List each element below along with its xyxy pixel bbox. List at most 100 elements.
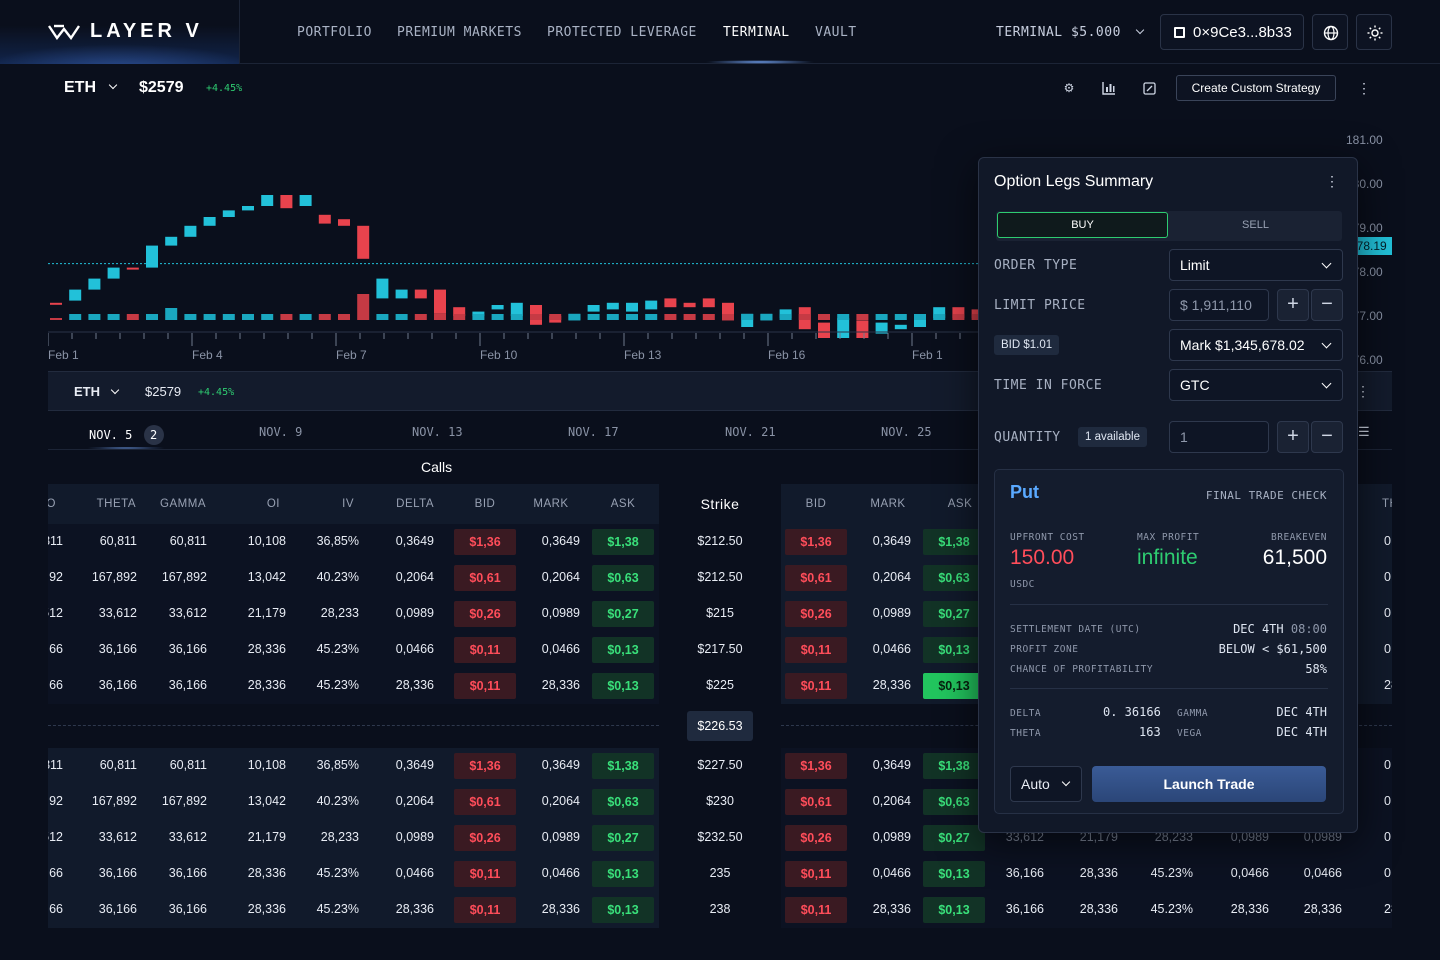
limit-price-decrement[interactable]: − bbox=[1311, 289, 1343, 321]
nav-vault[interactable]: VAULT bbox=[815, 25, 857, 40]
candle bbox=[875, 322, 888, 334]
limit-price-input[interactable]: $ 1,911,110 bbox=[1169, 289, 1269, 321]
put-ask-button[interactable]: $0,27 bbox=[923, 601, 985, 627]
time-in-force-select[interactable]: GTC bbox=[1169, 369, 1343, 401]
nav-protected-leverage[interactable]: PROTECTED LEVERAGE bbox=[547, 25, 697, 40]
order-type-select[interactable]: Limit bbox=[1169, 249, 1343, 281]
call-bid-button[interactable]: $1,36 bbox=[454, 529, 516, 555]
volume-bar bbox=[530, 314, 542, 320]
candle bbox=[126, 267, 139, 270]
options-more-icon[interactable]: ⋮ bbox=[1356, 383, 1370, 399]
call-bid-button[interactable]: $0,61 bbox=[454, 565, 516, 591]
call-bid-button[interactable]: $0,11 bbox=[454, 861, 516, 887]
call-ask-button[interactable]: $0,13 bbox=[592, 637, 654, 663]
date-tab-nov-13[interactable]: NOV. 13 bbox=[412, 425, 463, 439]
volume-bar bbox=[510, 314, 523, 320]
put-ask-button[interactable]: $0,63 bbox=[923, 789, 985, 815]
put-bid-button[interactable]: $1,36 bbox=[785, 753, 847, 779]
wallet-button[interactable]: 0×9Ce3...8b33 bbox=[1160, 14, 1304, 50]
put-bid-button[interactable]: $0,11 bbox=[785, 637, 847, 663]
table-cell: 512 bbox=[48, 606, 63, 620]
globe-button[interactable] bbox=[1312, 14, 1348, 50]
call-ask-button[interactable]: $1,38 bbox=[592, 753, 654, 779]
table-cell: 60,811 bbox=[99, 758, 137, 772]
call-mark: 0,2064 bbox=[541, 570, 580, 584]
put-bid-button[interactable]: $0,11 bbox=[785, 861, 847, 887]
date-tab-nov-5[interactable]: NOV. 5 2 bbox=[89, 425, 164, 445]
nav-premium-markets[interactable]: PREMIUM MARKETS bbox=[397, 25, 522, 40]
buy-tab[interactable]: BUY bbox=[997, 212, 1168, 238]
quantity-decrement[interactable]: − bbox=[1311, 421, 1343, 453]
call-ask-button[interactable]: $0,13 bbox=[592, 861, 654, 887]
call-ask-button[interactable]: $0,27 bbox=[592, 601, 654, 627]
call-bid-button[interactable]: $0,11 bbox=[454, 897, 516, 923]
date-tab-nov-17[interactable]: NOV. 17 bbox=[568, 425, 619, 439]
put-bid-button[interactable]: $0,11 bbox=[785, 897, 847, 923]
call-ask-button[interactable]: $1,38 bbox=[592, 529, 654, 555]
call-bid-button[interactable]: $1,36 bbox=[454, 753, 516, 779]
ticker-price: $2579 bbox=[139, 79, 184, 96]
panel-more-icon[interactable]: ⋮ bbox=[1325, 173, 1339, 189]
brand[interactable]: LAYER V bbox=[0, 0, 240, 64]
date-tab-nov-21[interactable]: NOV. 21 bbox=[725, 425, 776, 439]
list-filter-icon[interactable]: ☰ bbox=[1358, 424, 1370, 439]
volume-bar bbox=[683, 314, 696, 320]
account-dropdown[interactable]: TERMINAL $5.000 bbox=[996, 25, 1145, 40]
put-mark: 28,336 bbox=[872, 902, 911, 916]
date-tab-nov-9[interactable]: NOV. 9 bbox=[259, 425, 303, 439]
put-bid-button[interactable]: $0,61 bbox=[785, 789, 847, 815]
call-ask-button[interactable]: $0,13 bbox=[592, 673, 654, 699]
auto-select[interactable]: Auto bbox=[1010, 766, 1082, 802]
settings-icon[interactable]: ⚙ bbox=[1063, 81, 1075, 95]
call-ask-button[interactable]: $0,63 bbox=[592, 565, 654, 591]
put-mark: 0,0466 bbox=[872, 866, 911, 880]
options-ticker-selector[interactable]: ETH bbox=[74, 384, 119, 399]
call-row-bg bbox=[48, 560, 659, 596]
put-bid-button[interactable]: $0,26 bbox=[785, 601, 847, 627]
table-cell: 36,166 bbox=[98, 642, 137, 656]
limit-price-increment[interactable]: + bbox=[1277, 289, 1309, 321]
call-bid-button[interactable]: $0,26 bbox=[454, 601, 516, 627]
date-tab-nov-25[interactable]: NOV. 25 bbox=[881, 425, 932, 439]
volume-bar bbox=[146, 314, 158, 320]
call-ask-button[interactable]: $0,27 bbox=[592, 825, 654, 851]
sell-tab[interactable]: SELL bbox=[1242, 219, 1269, 231]
put-ask-button[interactable]: $1,38 bbox=[923, 529, 985, 555]
edit-icon[interactable] bbox=[1140, 79, 1158, 97]
call-bid-button[interactable]: $0,11 bbox=[454, 673, 516, 699]
nav-portfolio[interactable]: PORTFOLIO bbox=[297, 25, 372, 40]
date-tab-badge: 2 bbox=[143, 425, 164, 445]
put-ask-button[interactable]: $1,38 bbox=[923, 753, 985, 779]
call-ask-button[interactable]: $0,13 bbox=[592, 897, 654, 923]
more-options-icon[interactable]: ⋮ bbox=[1357, 80, 1371, 96]
put-ask-button[interactable]: $0,63 bbox=[923, 565, 985, 591]
table-cell: 21,179 bbox=[247, 606, 286, 620]
put-delta: 0,0 bbox=[1384, 830, 1392, 844]
quantity-input[interactable]: 1 bbox=[1169, 421, 1269, 453]
put-ask-button[interactable]: $0,13 bbox=[923, 637, 985, 663]
put-bid-button[interactable]: $0,61 bbox=[785, 565, 847, 591]
create-custom-strategy-button[interactable]: Create Custom Strategy bbox=[1176, 75, 1336, 101]
candle bbox=[242, 206, 254, 211]
chart-bars-icon[interactable] bbox=[1100, 79, 1118, 97]
call-bid-button[interactable]: $0,61 bbox=[454, 789, 516, 815]
nav-terminal[interactable]: TERMINAL bbox=[723, 25, 790, 40]
theme-toggle-button[interactable] bbox=[1356, 14, 1392, 50]
put-bid-button[interactable]: $0,26 bbox=[785, 825, 847, 851]
call-bid-button[interactable]: $0,11 bbox=[454, 637, 516, 663]
quantity-increment[interactable]: + bbox=[1277, 421, 1309, 453]
ticker-selector[interactable]: ETH bbox=[64, 79, 117, 97]
put-bid-button[interactable]: $1,36 bbox=[785, 529, 847, 555]
put-ask-button[interactable]: $0,13 bbox=[923, 673, 985, 699]
table-cell: 10,108 bbox=[247, 758, 286, 772]
put-ask-button[interactable]: $0,13 bbox=[923, 861, 985, 887]
call-bid-button[interactable]: $0,26 bbox=[454, 825, 516, 851]
put-ask-button[interactable]: $0,27 bbox=[923, 825, 985, 851]
launch-trade-button[interactable]: Launch Trade bbox=[1092, 766, 1326, 802]
table-cell: 60,811 bbox=[99, 534, 137, 548]
call-ask-button[interactable]: $0,63 bbox=[592, 789, 654, 815]
table-cell: 167,892 bbox=[91, 794, 137, 808]
put-ask-button[interactable]: $0,13 bbox=[923, 897, 985, 923]
put-bid-button[interactable]: $0,11 bbox=[785, 673, 847, 699]
mark-price-select[interactable]: Mark $1,345,678.02 bbox=[1169, 329, 1343, 361]
